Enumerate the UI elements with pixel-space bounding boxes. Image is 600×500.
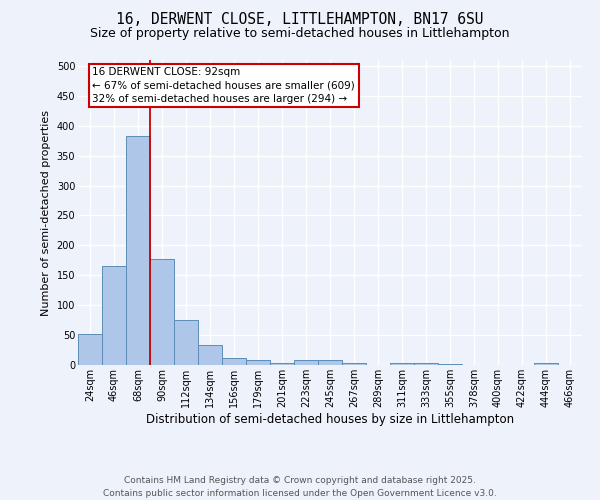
Bar: [342, 363, 366, 365]
Bar: [438, 364, 462, 365]
Text: 16, DERWENT CLOSE, LITTLEHAMPTON, BN17 6SU: 16, DERWENT CLOSE, LITTLEHAMPTON, BN17 6…: [116, 12, 484, 28]
Bar: [174, 320, 198, 365]
Text: Size of property relative to semi-detached houses in Littlehampton: Size of property relative to semi-detach…: [90, 28, 510, 40]
Bar: [270, 363, 294, 365]
Bar: [150, 258, 174, 365]
Bar: [294, 360, 318, 365]
Bar: [246, 360, 270, 365]
Bar: [198, 346, 222, 365]
Bar: [534, 363, 558, 365]
Bar: [318, 360, 342, 365]
Text: 16 DERWENT CLOSE: 92sqm
← 67% of semi-detached houses are smaller (609)
32% of s: 16 DERWENT CLOSE: 92sqm ← 67% of semi-de…: [92, 67, 355, 104]
Text: Contains HM Land Registry data © Crown copyright and database right 2025.
Contai: Contains HM Land Registry data © Crown c…: [103, 476, 497, 498]
Y-axis label: Number of semi-detached properties: Number of semi-detached properties: [41, 110, 51, 316]
Bar: [222, 358, 246, 365]
Bar: [126, 136, 150, 365]
Bar: [78, 334, 102, 365]
Bar: [102, 266, 126, 365]
Bar: [414, 362, 438, 365]
X-axis label: Distribution of semi-detached houses by size in Littlehampton: Distribution of semi-detached houses by …: [146, 412, 514, 426]
Bar: [390, 362, 414, 365]
